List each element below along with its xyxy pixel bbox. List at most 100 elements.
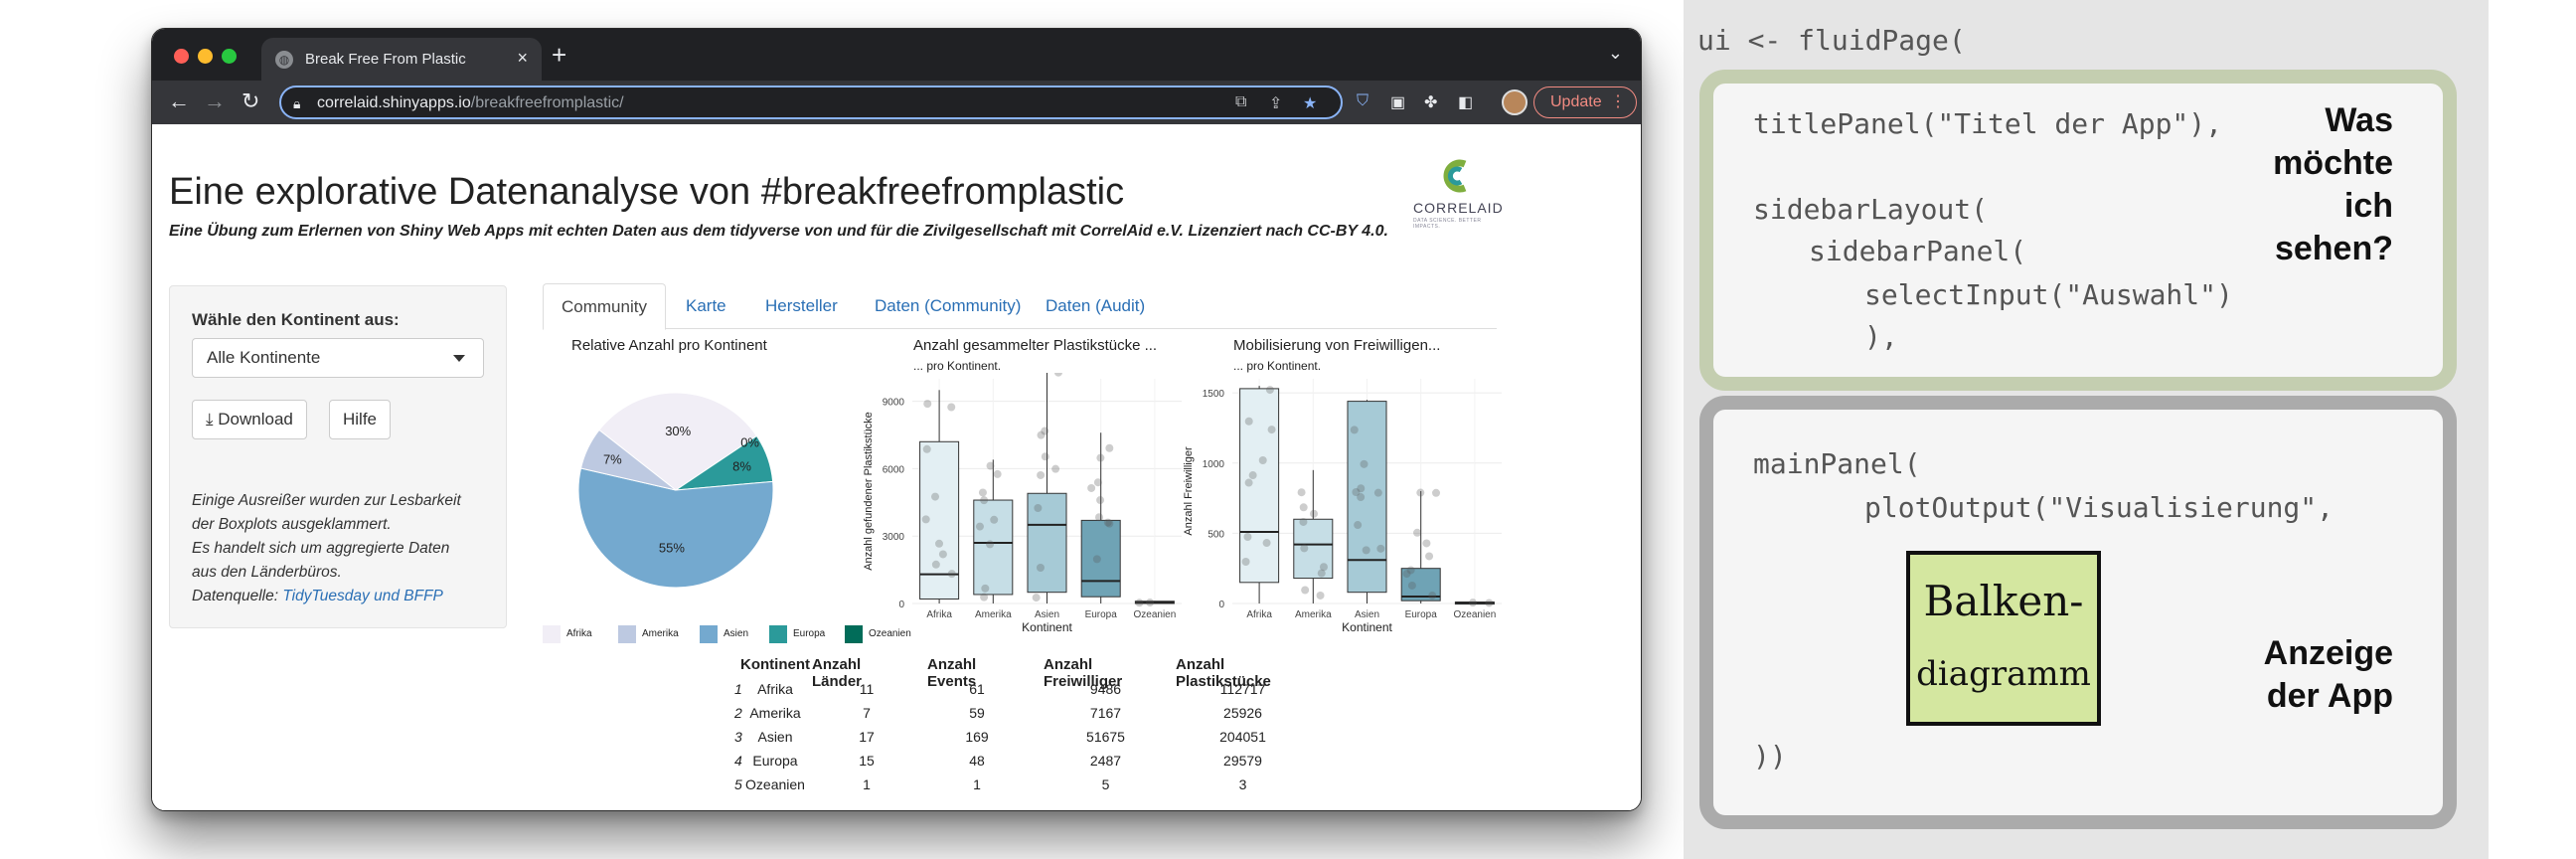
profile-avatar[interactable] xyxy=(1502,89,1528,115)
pie-slice-amerika xyxy=(579,429,677,491)
data-point xyxy=(1146,599,1155,607)
data-point xyxy=(986,540,995,549)
extension-square-icon[interactable]: ▣ xyxy=(1390,94,1406,111)
data-point xyxy=(1244,478,1253,487)
table-cell: 11 xyxy=(859,681,875,697)
tab-daten-audit[interactable]: Daten (Audit) xyxy=(1046,296,1146,315)
data-point xyxy=(1103,518,1112,527)
data-point xyxy=(947,403,956,412)
back-arrow-icon[interactable]: ← xyxy=(168,88,190,113)
tab-hersteller[interactable]: Hersteller xyxy=(765,296,838,315)
box-europa xyxy=(1400,568,1441,601)
data-point xyxy=(1373,488,1382,497)
tab-search-chevron-icon[interactable]: ⌄ xyxy=(1607,43,1623,63)
update-button[interactable]: Update ⋮ xyxy=(1533,86,1637,118)
table-cell: 15 xyxy=(859,753,875,769)
volunteer-boxplot: 0 500 1000 1500 Afrika Amerika Asien Europa Ozea… xyxy=(1183,379,1502,634)
data-point xyxy=(1041,452,1049,461)
x-tick-label: Afrika xyxy=(1246,609,1272,620)
sidebar-note: Einige Ausreißer wurden zur Lesbarkeit d… xyxy=(192,489,490,608)
x-axis-label: Kontinent xyxy=(1342,620,1392,634)
continent-select[interactable]: Alle Kontinente xyxy=(192,338,484,378)
data-point xyxy=(921,515,930,524)
data-point xyxy=(1297,488,1306,497)
data-point xyxy=(1357,484,1366,493)
x-tick-label: Amerika xyxy=(975,609,1012,620)
more-menu-icon[interactable]: ⋮ xyxy=(1610,93,1626,110)
extensions-puzzle-icon[interactable]: ✤ xyxy=(1424,94,1438,111)
download-button[interactable]: ⤓ Download xyxy=(192,400,307,439)
share-icon[interactable]: ⇪ xyxy=(1269,95,1283,112)
y-axis-label: Anzahl gefundener Plastikstücke xyxy=(863,412,875,571)
legend-label-amerika: Amerika xyxy=(642,628,679,639)
table-row-number: 2 xyxy=(734,705,742,721)
box-afrika xyxy=(1239,388,1280,584)
table-cell: 169 xyxy=(965,729,989,745)
legend-label-afrika: Afrika xyxy=(566,628,592,639)
table-cell: 59 xyxy=(969,705,985,721)
url-text: correlaid.shinyapps.io/breakfreefromplas… xyxy=(317,94,624,111)
pie-slice-asien xyxy=(577,467,774,589)
data-point xyxy=(1241,558,1250,567)
new-tab-button[interactable]: + xyxy=(552,40,567,70)
y-tick-label: 6000 xyxy=(883,464,905,475)
note-line: aus den Länderbüros. xyxy=(192,564,342,581)
x-tick-label: Amerika xyxy=(1295,609,1332,620)
data-point xyxy=(1357,493,1366,502)
data-point xyxy=(1432,488,1441,497)
table-header: Anzahl Freiwilliger xyxy=(1044,656,1123,690)
data-point xyxy=(1036,563,1045,572)
x-tick-label: Ozeanien xyxy=(1453,609,1496,620)
question-line: ich xyxy=(2343,187,2393,225)
table-cell: Afrika xyxy=(757,681,793,697)
code-line-titlepanel: titlePanel("Titel der App"), xyxy=(1753,107,2223,140)
question-line: möchte xyxy=(2273,144,2393,182)
data-point xyxy=(1310,509,1319,518)
pie-slice-afrika xyxy=(598,392,758,491)
logo-tagline: DATA SCIENCE. BETTER IMPACTS. xyxy=(1413,218,1482,230)
minimize-window-icon[interactable] xyxy=(198,49,213,64)
data-point xyxy=(1092,555,1101,564)
reload-icon[interactable]: ↻ xyxy=(242,88,260,113)
y-axis-label: Anzahl Freiwilliger xyxy=(1183,446,1195,536)
data-point xyxy=(1402,570,1411,579)
table-row-number: 5 xyxy=(734,776,742,792)
pie-label-ozeanien: 0% xyxy=(740,435,759,450)
data-point xyxy=(938,550,947,559)
box-asien xyxy=(1027,492,1067,594)
data-source-link[interactable]: TidyTuesday und BFFP xyxy=(282,588,443,604)
data-point xyxy=(1354,521,1363,530)
code-line-selectinput: selectInput("Auswahl") xyxy=(1864,278,2233,311)
data-point xyxy=(1485,599,1494,607)
x-tick-label: Ozeanien xyxy=(1133,609,1176,620)
address-bar[interactable]: 🔒︎ correlaid.shinyapps.io/breakfreefromp… xyxy=(279,86,1343,119)
code-line-close1: ), xyxy=(1864,320,1898,353)
box-europa xyxy=(1080,519,1121,598)
data-point xyxy=(1413,528,1422,537)
globe-icon: ◍ xyxy=(275,51,293,69)
x-tick-label: Asien xyxy=(1355,609,1379,620)
tab-karte[interactable]: Karte xyxy=(686,296,726,315)
data-point xyxy=(922,444,931,453)
sidebar-panel: Wähle den Kontinent aus: Alle Kontinente… xyxy=(169,285,507,628)
app-subtitle: Eine Übung zum Erlernen von Shiny Web Ap… xyxy=(169,223,1388,240)
data-point xyxy=(1428,592,1437,601)
help-button[interactable]: Hilfe xyxy=(329,400,392,439)
close-window-icon[interactable] xyxy=(174,49,189,64)
forward-arrow-icon[interactable]: → xyxy=(204,88,226,113)
bookmark-star-icon[interactable]: ★ xyxy=(1303,95,1318,112)
maximize-window-icon[interactable] xyxy=(222,49,237,64)
volunteer-chart-subtitle: ... pro Kontinent. xyxy=(1233,359,1322,373)
table-cell: 25926 xyxy=(1223,705,1262,721)
y-tick-label: 500 xyxy=(1208,529,1224,540)
close-tab-icon[interactable]: × xyxy=(517,48,528,68)
main-tabs: Community Karte Hersteller Daten (Commun… xyxy=(543,283,1497,330)
browser-tab[interactable]: ◍ Break Free From Plastic × xyxy=(261,38,542,81)
side-panel-icon[interactable]: ◧ xyxy=(1458,94,1474,111)
tab-daten-community[interactable]: Daten (Community) xyxy=(875,296,1022,315)
table-cell: 48 xyxy=(969,753,985,769)
bitwarden-shield-icon[interactable]: ⛉ xyxy=(1357,92,1369,109)
translate-icon[interactable]: ⧉ xyxy=(1235,93,1247,110)
table-cell: 61 xyxy=(969,681,985,697)
tab-community[interactable]: Community xyxy=(543,283,666,330)
